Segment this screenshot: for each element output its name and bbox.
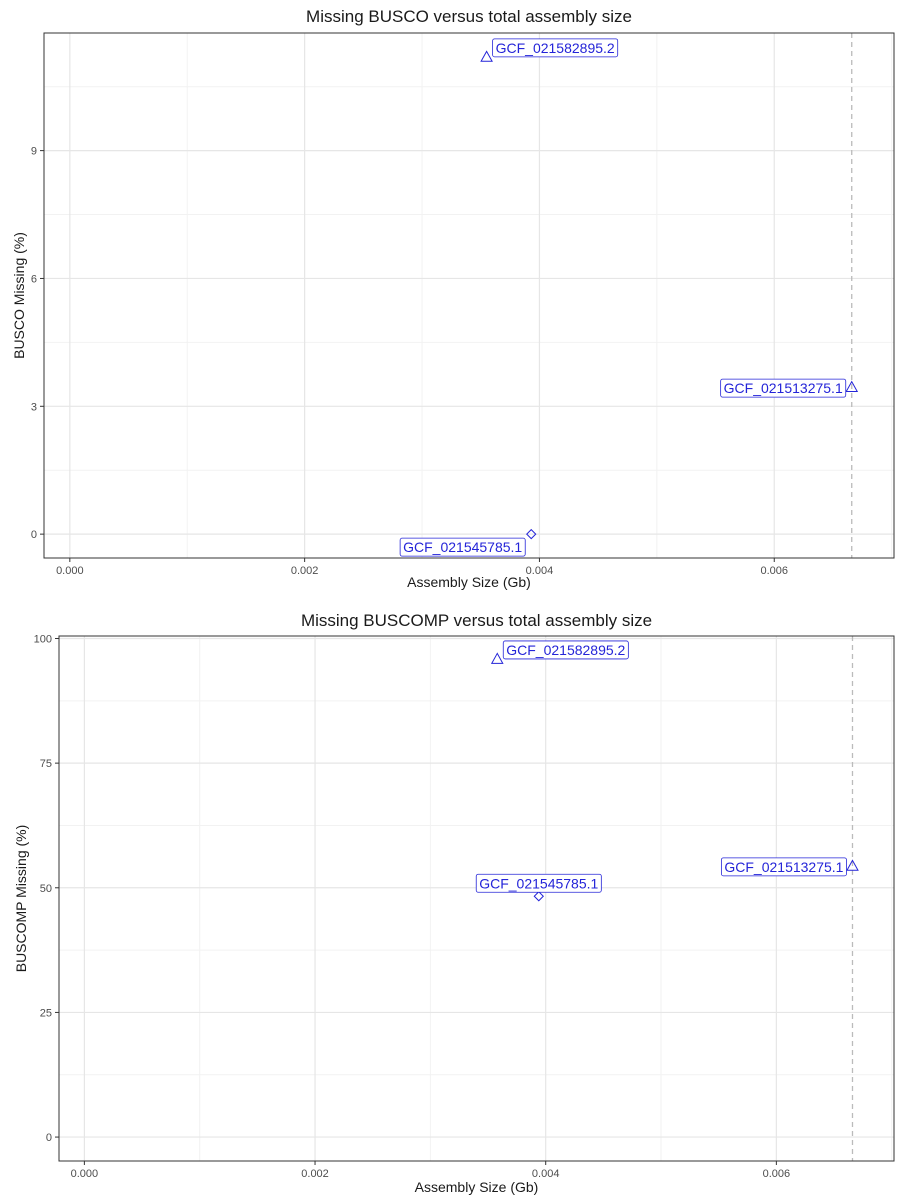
data-point-triangle <box>480 50 493 62</box>
data-point-triangle <box>845 380 859 393</box>
y-tick-label: 100 <box>34 633 52 645</box>
y-tick-label: 3 <box>31 401 37 413</box>
y-tick-label: 0 <box>46 1132 52 1144</box>
data-point-diamond <box>526 528 537 540</box>
x-axis-title: Assembly Size (Gb) <box>415 1179 539 1195</box>
y-axis-title: BUSCOMP Missing (%) <box>13 825 29 973</box>
data-point-triangle <box>490 652 504 664</box>
chart-title: Missing BUSCO versus total assembly size <box>306 7 632 26</box>
x-tick-label: 0.004 <box>532 1168 560 1180</box>
data-point-diamond <box>533 891 544 902</box>
data-point-label: GCF_021545785.1 <box>399 537 526 557</box>
x-tick-label: 0.000 <box>56 565 84 577</box>
data-point-label-box <box>720 857 847 877</box>
x-tick-label: 0.006 <box>763 1168 791 1180</box>
y-tick-label: 75 <box>40 758 52 770</box>
x-tick-label: 0.006 <box>760 565 788 577</box>
x-axis-title: Assembly Size (Gb) <box>407 574 531 590</box>
x-tick-label: 0.000 <box>71 1168 99 1180</box>
x-tick-label: 0.002 <box>301 1168 329 1180</box>
plot-panel <box>59 636 894 1161</box>
data-point-label: GCF_021513275.1 <box>720 857 847 877</box>
buscomp-missing-plot: 0.000 0.002 0.004 0.006 0 25 50 75 100 Missing BU… <box>13 611 895 1195</box>
data-point-label-text: GCF_021545785.1 <box>403 539 522 555</box>
plot-border <box>43 32 895 559</box>
data-point-label-box <box>502 640 629 660</box>
chart-title: Missing BUSCOMP versus total assembly si… <box>301 611 652 630</box>
data-point-label-box <box>475 873 602 893</box>
y-tick-label: 25 <box>40 1007 52 1019</box>
y-tick-label: 9 <box>31 146 37 158</box>
y-tick-label: 50 <box>40 883 52 895</box>
data-point-triangle <box>846 859 859 871</box>
data-point-label-text: GCF_021582895.2 <box>506 642 625 658</box>
data-point-label: GCF_021582895.2 <box>492 38 619 58</box>
busco-missing-chart: 0.000 0.002 0.004 0.006 0 3 6 9 Missing BUSCO ve… <box>11 7 895 590</box>
data-point-label: GCF_021545785.1 <box>475 873 602 893</box>
x-tick-label: 0.004 <box>526 565 554 577</box>
x-tick-label: 0.002 <box>291 565 319 577</box>
plot-border <box>58 635 895 1162</box>
data-point-label-box <box>399 537 526 557</box>
y-tick-label: 6 <box>31 273 37 285</box>
plot-panel <box>44 33 894 558</box>
data-point-label-text: GCF_021513275.1 <box>724 380 843 396</box>
data-point-label-text: GCF_021582895.2 <box>496 40 615 56</box>
buscomp-missing-chart: 0.000 0.002 0.004 0.006 0 25 50 75 100 Missing BU… <box>0 600 901 1200</box>
data-point-label: GCF_021582895.2 <box>502 640 629 660</box>
y-axis-title: BUSCO Missing (%) <box>11 232 27 359</box>
data-point-label: GCF_021513275.1 <box>720 378 847 398</box>
data-point-label-text: GCF_021513275.1 <box>724 859 843 875</box>
data-point-label-text: GCF_021545785.1 <box>479 875 598 891</box>
busco-missing-plot: 0.000 0.002 0.004 0.006 0 3 6 9 Missing BUSCO ve… <box>11 7 895 590</box>
data-point-label-box <box>720 378 847 398</box>
data-point-label-box <box>492 38 619 58</box>
y-tick-label: 0 <box>31 529 37 541</box>
